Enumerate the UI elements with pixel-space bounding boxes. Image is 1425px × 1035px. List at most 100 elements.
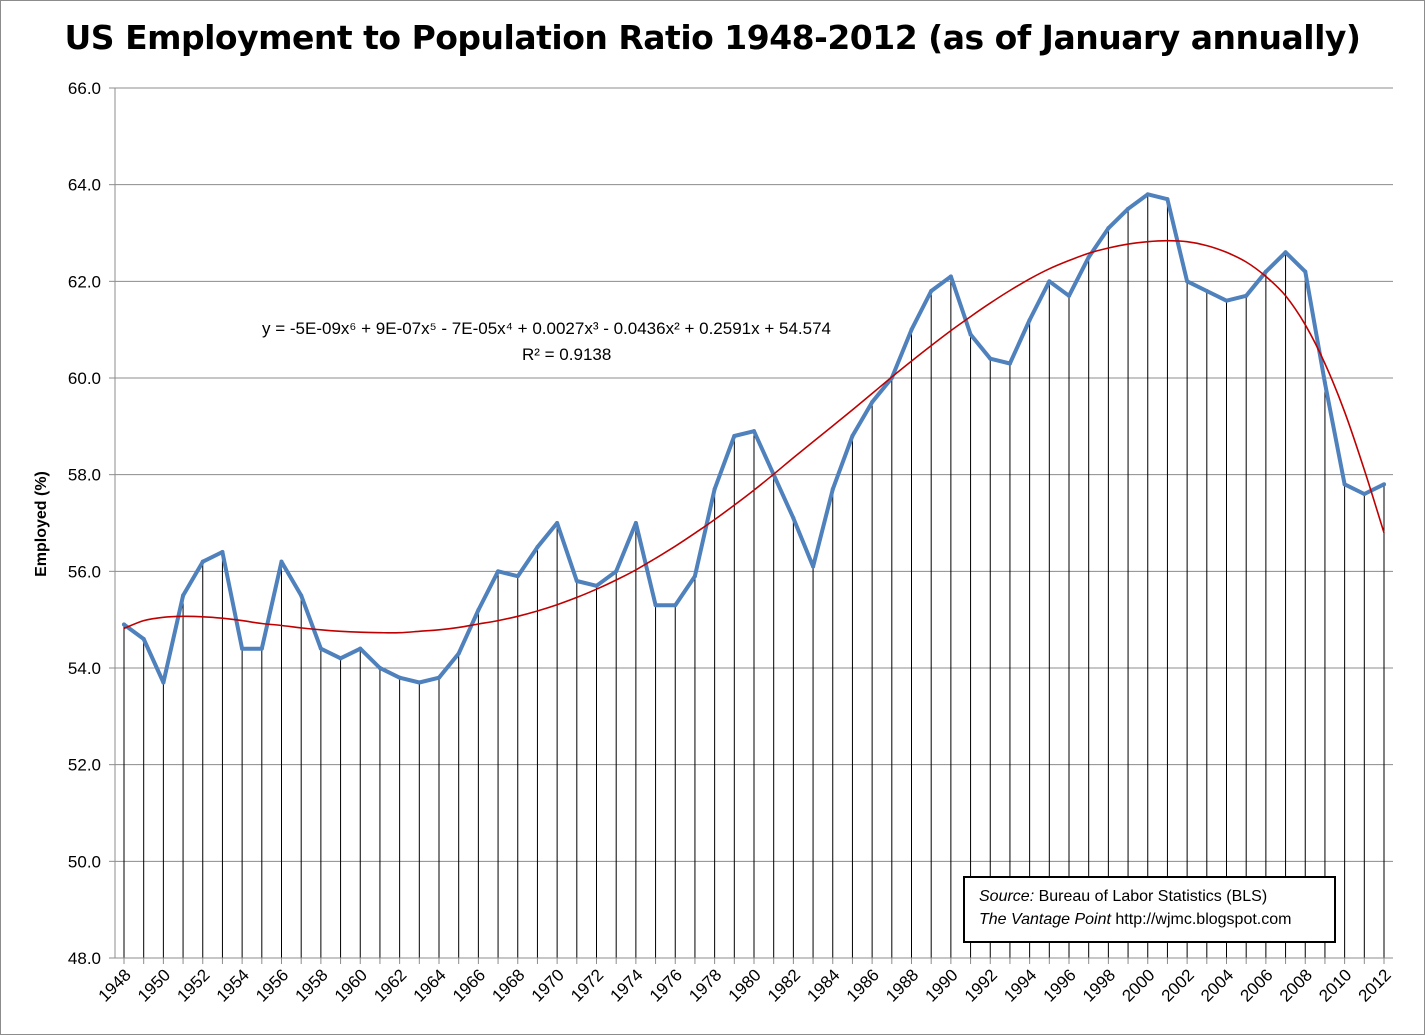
data-point [515, 574, 520, 579]
x-tick-label: 1990 [922, 965, 962, 1005]
series-layer [122, 192, 1386, 685]
data-point [1204, 289, 1209, 293]
data-point [555, 521, 560, 525]
data-point [161, 680, 166, 685]
x-tick-label: 1972 [567, 965, 607, 1005]
x-tick-label: 1948 [95, 965, 135, 1005]
trendline-equation: y = -5E-09x⁶ + 9E-07x⁵ - 7E-05x⁴ + 0.002… [262, 319, 831, 338]
data-point [633, 521, 638, 525]
data-point [712, 487, 717, 492]
data-point [594, 583, 599, 588]
y-tick-label: 60.0 [68, 369, 101, 388]
y-tick-label: 66.0 [68, 79, 101, 98]
x-tick-label: 1974 [607, 965, 647, 1005]
x-tick-label: 1954 [213, 965, 253, 1005]
x-tick-label: 1978 [685, 965, 725, 1005]
data-point [1263, 269, 1268, 274]
x-tick-label: 1958 [292, 965, 332, 1005]
data-point [1106, 226, 1111, 231]
source-text: Bureau of Labor Statistics (BLS) [1034, 888, 1268, 905]
data-point [496, 569, 501, 574]
x-tick-label: 2002 [1158, 965, 1198, 1005]
data-point [220, 550, 225, 554]
data-point [535, 545, 540, 550]
x-tick-label: 1998 [1079, 965, 1119, 1005]
data-point [397, 675, 402, 680]
data-point [1283, 250, 1288, 255]
data-point [830, 487, 835, 492]
data-point [929, 289, 934, 293]
data-point [456, 651, 461, 656]
data-point [1086, 255, 1091, 260]
x-tick-label: 1964 [410, 965, 450, 1005]
data-point [1145, 192, 1150, 197]
x-tick-label: 1970 [528, 965, 568, 1005]
data-point [968, 332, 973, 337]
data-point [1165, 197, 1170, 202]
data-point [791, 516, 796, 521]
source-label: Source: [979, 888, 1035, 905]
data-point [1067, 293, 1071, 298]
x-tick-label: 2000 [1118, 965, 1158, 1005]
axes [109, 87, 1393, 964]
data-point [200, 559, 205, 564]
x-tick-label: 1962 [370, 965, 410, 1005]
drop-lines [123, 194, 1385, 958]
source-line: Source: Bureau of Labor Statistics (BLS) [979, 885, 1334, 908]
y-tick-labels: 48.0 50.0 52.0 54.0 56.0 58.0 60.0 62.0 64.0 66.0 [68, 79, 101, 968]
data-point [181, 593, 186, 598]
data-point [948, 274, 953, 279]
x-tick-label: 1984 [803, 965, 843, 1005]
y-tick-label: 58.0 [68, 466, 101, 485]
x-tick-label: 2004 [1197, 965, 1237, 1005]
data-point [1007, 361, 1012, 366]
x-tick-label: 1956 [252, 965, 292, 1005]
y-tick-label: 48.0 [68, 949, 101, 968]
site-text: http://wjmc.blogspot.com [1110, 911, 1292, 928]
data-point [377, 666, 382, 670]
data-point [299, 593, 304, 598]
trendline [123, 239, 1385, 634]
data-point [673, 603, 678, 608]
chart-title: US Employment to Population Ratio 1948-2… [64, 18, 1361, 57]
y-tick-label: 56.0 [68, 562, 101, 581]
data-point [870, 400, 875, 405]
x-tick-label: 2012 [1355, 965, 1395, 1005]
x-tick-label: 2006 [1237, 965, 1277, 1005]
data-point [240, 646, 245, 651]
data-point [850, 434, 855, 438]
data-point [988, 356, 993, 361]
data-point [1322, 380, 1327, 385]
x-tick-label: 1960 [331, 965, 371, 1005]
data-point [1244, 293, 1249, 298]
data-point [141, 637, 146, 641]
x-tick-label: 1994 [1000, 965, 1040, 1005]
site-label: The Vantage Point [979, 911, 1111, 928]
x-tick-label: 1952 [173, 965, 213, 1005]
trendline-layer [123, 239, 1385, 634]
x-tick-label: 1980 [725, 965, 765, 1005]
x-tick-label: 1976 [646, 965, 686, 1005]
x-tick-label: 1982 [764, 965, 804, 1005]
data-point [1382, 482, 1386, 487]
x-tick-label: 2008 [1276, 965, 1316, 1005]
y-tick-label: 62.0 [68, 272, 101, 291]
x-tick-label: 1966 [449, 965, 489, 1005]
y-tick-label: 50.0 [68, 852, 101, 871]
data-point [476, 608, 481, 612]
x-tick-labels: 1948 1950 1952 1954 1956 1958 1960 1962 1964 1966… [95, 965, 1395, 1005]
data-point [1362, 492, 1367, 496]
data-point [1126, 206, 1131, 211]
data-point [318, 646, 323, 651]
data-point [614, 569, 619, 574]
data-point [417, 680, 422, 685]
data-point [732, 434, 737, 438]
x-tick-label: 2010 [1315, 965, 1355, 1005]
data-point [259, 646, 264, 651]
data-point [122, 622, 126, 627]
x-tick-label: 1950 [134, 965, 174, 1005]
x-tick-label: 1968 [488, 965, 528, 1005]
x-tick-label: 1996 [1040, 965, 1080, 1005]
data-point [338, 656, 343, 661]
data-point [358, 646, 363, 651]
